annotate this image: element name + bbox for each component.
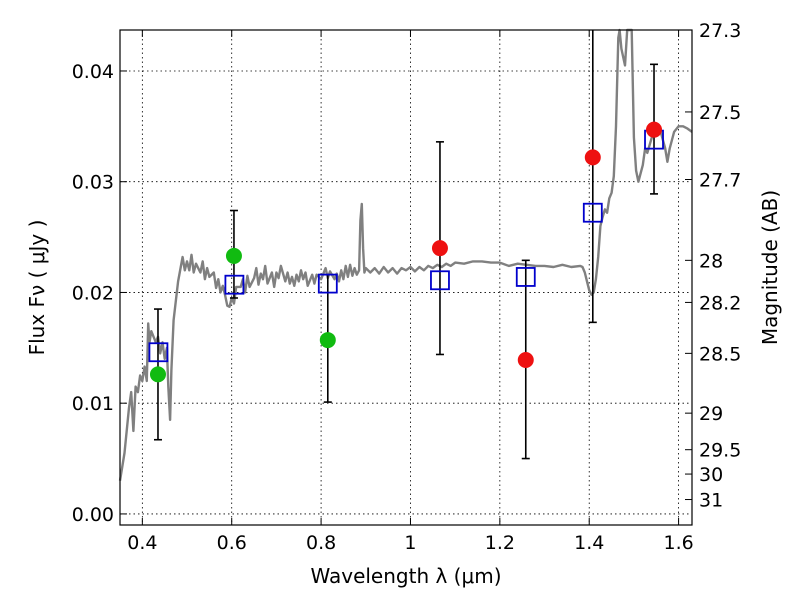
model-point-square — [430, 270, 450, 291]
y-tick-label: 0.03 — [72, 172, 114, 194]
right-tick-label: 31 — [699, 490, 723, 512]
plot-frame — [119, 29, 693, 526]
x-tick-label: 1.4 — [574, 532, 604, 554]
right-tick-label: 27.3 — [699, 20, 741, 42]
model-point-square — [148, 342, 169, 363]
y-axis-label: Flux Fν ( μJy ) — [25, 220, 49, 356]
x-tick-label: 0.8 — [306, 532, 336, 554]
y-tick-label: 0.02 — [72, 282, 114, 304]
observed-point — [149, 366, 166, 383]
y-tick-label: 0.04 — [72, 61, 114, 83]
right-tick-label: 29 — [699, 403, 723, 425]
y-tick-label: 0.00 — [72, 504, 114, 526]
x-axis-label: Wavelength λ (μm) — [310, 564, 501, 588]
right-tick-label: 27.7 — [699, 169, 741, 191]
model-points-layer — [148, 129, 664, 363]
right-tick-label: 27.5 — [699, 102, 741, 124]
grid — [120, 30, 692, 525]
observed-point — [319, 332, 336, 349]
right-tick-label: 28.2 — [699, 292, 741, 314]
observed-point — [646, 121, 663, 138]
observed-points-layer — [149, 121, 663, 383]
observed-point — [431, 240, 448, 257]
x-tick-label: 0.6 — [217, 532, 247, 554]
x-tick-label: 1 — [404, 532, 416, 554]
errorbar-layer — [153, 30, 659, 460]
right-tick-label: 28.5 — [699, 343, 741, 365]
x-tick-label: 0.4 — [127, 532, 157, 554]
ticks: 0.4 0.6 0.8 1 1.2 1.4 1.6 0.00 0.01 0.02 0.03 0.04 2… — [72, 20, 742, 554]
model-point-square — [224, 274, 245, 295]
y-tick-label: 0.01 — [72, 393, 114, 415]
x-tick-label: 1.6 — [663, 532, 693, 554]
spectrum-layer — [118, 28, 693, 481]
observed-point — [225, 247, 242, 264]
right-tick-label: 29.5 — [699, 440, 741, 462]
right-tick-label: 30 — [699, 464, 723, 486]
observed-point — [584, 149, 601, 166]
right-axis-label: Magnitude (AB) — [758, 190, 782, 345]
template-spectrum-line — [118, 28, 693, 481]
model-point-square — [317, 273, 338, 294]
model-point-square — [515, 267, 536, 287]
x-tick-label: 1.2 — [485, 532, 515, 554]
model-point-square — [582, 202, 603, 223]
observed-point — [517, 352, 534, 368]
right-tick-label: 28 — [699, 250, 723, 272]
